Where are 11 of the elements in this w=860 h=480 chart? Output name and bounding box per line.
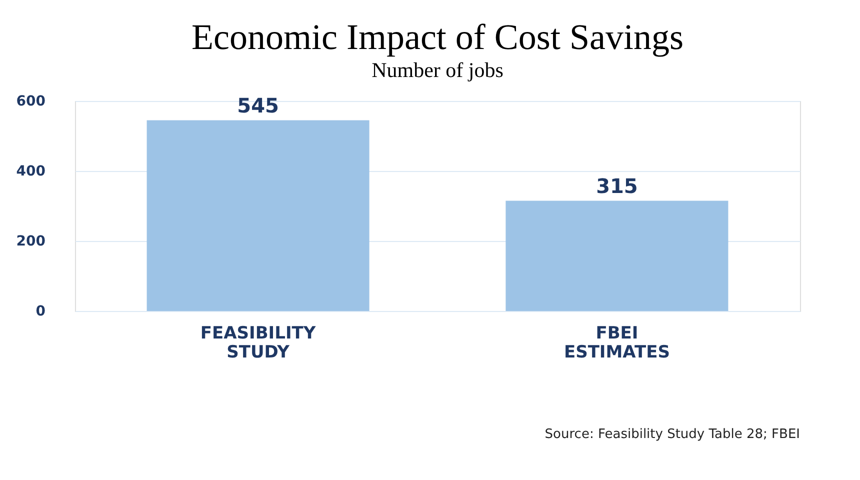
chart-title: Economic Impact of Cost Savings [192, 17, 684, 57]
x-tick-label: FBEI ESTIMATES [564, 324, 670, 362]
y-tick-label: 200 [16, 234, 46, 250]
chart-subtitle: Number of jobs [372, 58, 504, 82]
data-label: 545 [237, 93, 279, 118]
y-tick-label: 400 [16, 164, 46, 180]
y-tick-label: 0 [36, 304, 46, 320]
x-tick-label: FEASIBILITY STUDY [200, 324, 316, 362]
data-label: 315 [596, 174, 638, 198]
y-tick-label: 600 [16, 94, 46, 110]
source-note: Source: Feasibility Study Table 28; FBEI [544, 427, 800, 442]
